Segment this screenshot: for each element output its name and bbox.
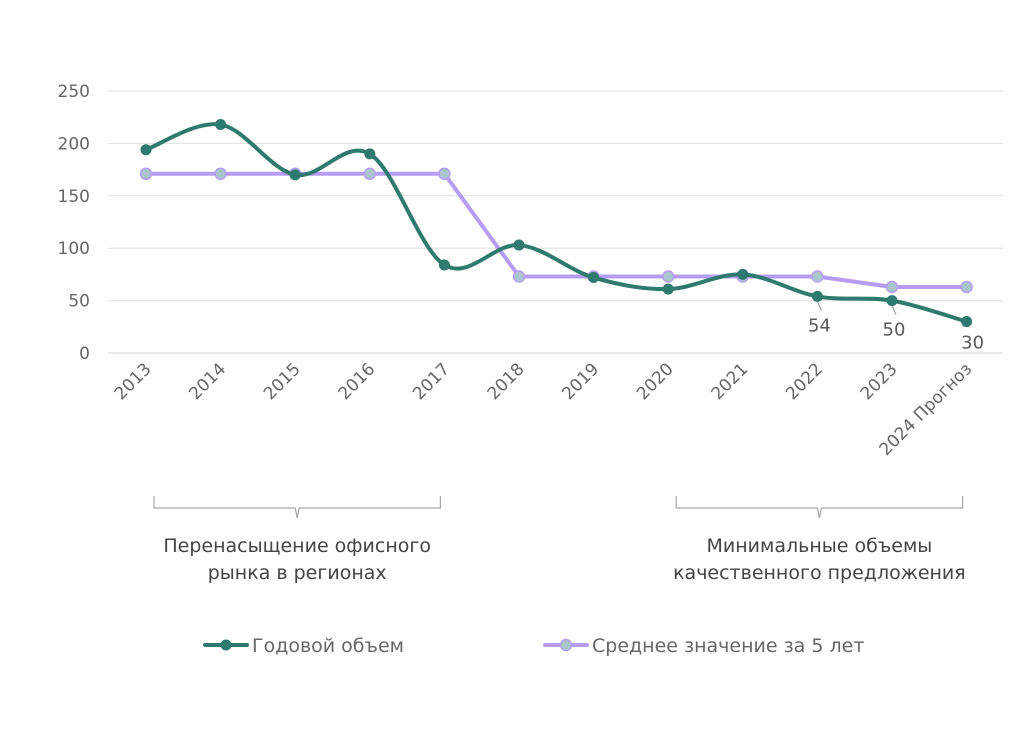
data-point-average <box>363 167 377 181</box>
data-point-average <box>960 280 973 294</box>
annotation-text: качественного предложения <box>673 562 966 584</box>
data-point-average <box>885 280 899 294</box>
series-line-annual <box>144 122 969 324</box>
data-point-annual <box>737 268 749 280</box>
annotation-bracket <box>153 496 441 519</box>
y-tick-label: 0 <box>79 344 90 364</box>
annotation-text: Минимальные объемы <box>707 535 933 557</box>
data-point-annual <box>438 259 450 271</box>
data-point-annual <box>811 290 823 302</box>
x-tick-label: 2015 <box>260 359 305 404</box>
data-point-annual <box>961 316 973 328</box>
data-point-annual <box>364 148 376 160</box>
data-label: 30 <box>961 333 984 354</box>
data-point-annual <box>513 239 525 251</box>
annotation-text: Перенасыщение офисного <box>163 535 431 557</box>
series-layer <box>139 119 973 328</box>
x-tick-label: 2019 <box>558 359 603 404</box>
y-tick-label: 50 <box>68 292 90 312</box>
data-point-annual <box>588 272 600 284</box>
x-tick-label: 2014 <box>185 359 230 404</box>
data-point-annual <box>215 119 227 131</box>
x-tick-label: 2021 <box>708 359 753 404</box>
data-label: 54 <box>808 315 831 336</box>
data-point-annual <box>886 295 898 307</box>
legend-swatch-marker <box>220 639 232 651</box>
data-point-average <box>438 167 451 181</box>
legend: Годовой объем Среднее значение за 5 лет <box>203 635 864 657</box>
data-point-average <box>512 270 526 283</box>
y-tick-label: 100 <box>58 239 90 259</box>
x-tick-label: 2017 <box>409 359 454 404</box>
x-tick-label: 2016 <box>335 359 380 404</box>
y-tick-label: 200 <box>58 134 90 154</box>
data-point-average <box>811 270 824 283</box>
leader-line <box>816 301 822 311</box>
y-axis-ticks: 0 50 100 150 200 250 <box>58 82 90 364</box>
x-tick-label: 2020 <box>633 359 678 404</box>
data-point-average <box>139 167 153 181</box>
x-tick-label: 2023 <box>857 359 902 404</box>
legend-swatch-marker <box>559 638 573 652</box>
annotation-text: рынка в регионах <box>208 562 387 584</box>
x-axis-ticks: 2013 2014 2015 2016 2017 2018 2019 2020 2021 2022… <box>111 359 976 460</box>
annotation-bracket <box>675 496 964 519</box>
data-point-annual <box>662 283 674 295</box>
x-tick-label: 2022 <box>782 359 827 404</box>
data-labels: 54 50 30 <box>808 301 984 354</box>
annotation-brackets: Перенасыщение офисного рынка в регионах Ми… <box>153 496 966 584</box>
data-point-average <box>661 270 675 283</box>
gridlines <box>108 90 1003 354</box>
leader-line <box>891 305 897 315</box>
x-tick-label: 2018 <box>484 359 529 404</box>
legend-label: Среднее значение за 5 лет <box>592 635 864 657</box>
data-point-annual <box>289 169 301 181</box>
series-line-average <box>144 171 969 289</box>
data-point-annual <box>140 144 152 156</box>
data-point-average <box>214 167 227 181</box>
y-tick-label: 250 <box>58 82 90 102</box>
x-tick-label: 2013 <box>111 359 156 404</box>
y-tick-label: 150 <box>58 187 90 207</box>
legend-label: Годовой объем <box>252 635 404 657</box>
data-label: 50 <box>883 320 906 341</box>
